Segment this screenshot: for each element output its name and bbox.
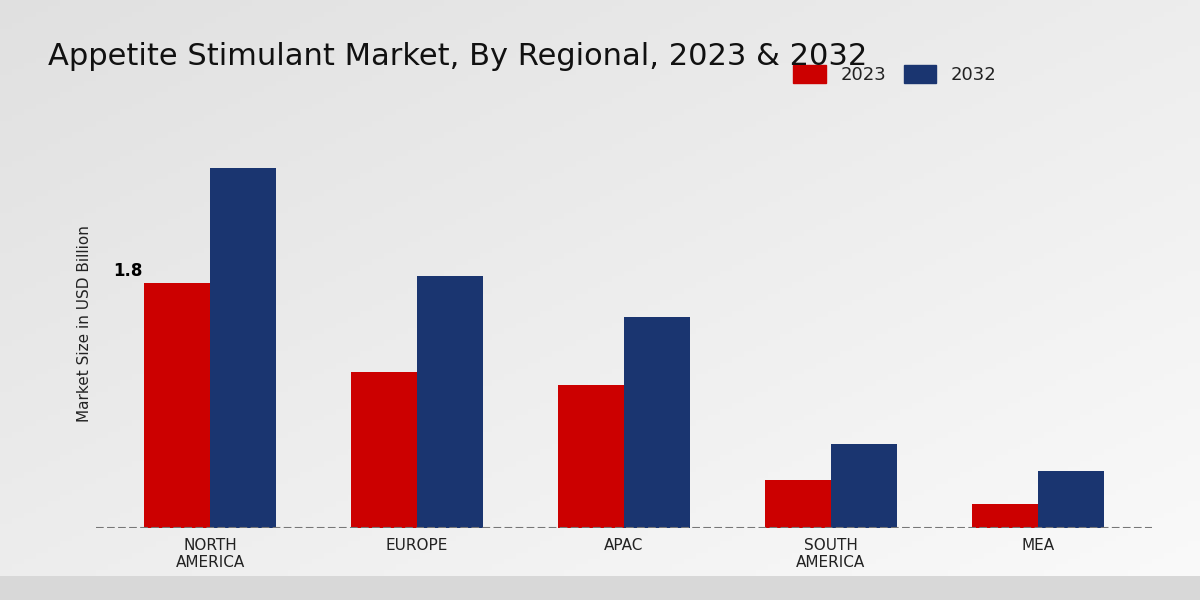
Bar bbox=[624, 317, 690, 528]
Bar bbox=[418, 277, 484, 528]
Bar bbox=[210, 167, 276, 528]
Bar bbox=[764, 481, 830, 528]
Bar bbox=[972, 503, 1038, 528]
Text: 1.8: 1.8 bbox=[113, 262, 142, 280]
Bar bbox=[144, 283, 210, 528]
Bar bbox=[350, 371, 418, 528]
Bar bbox=[1038, 471, 1104, 528]
Legend: 2023, 2032: 2023, 2032 bbox=[784, 56, 1006, 93]
Y-axis label: Market Size in USD Billion: Market Size in USD Billion bbox=[77, 226, 92, 422]
Bar bbox=[558, 385, 624, 528]
Text: Appetite Stimulant Market, By Regional, 2023 & 2032: Appetite Stimulant Market, By Regional, … bbox=[48, 42, 868, 71]
Bar bbox=[830, 443, 898, 528]
